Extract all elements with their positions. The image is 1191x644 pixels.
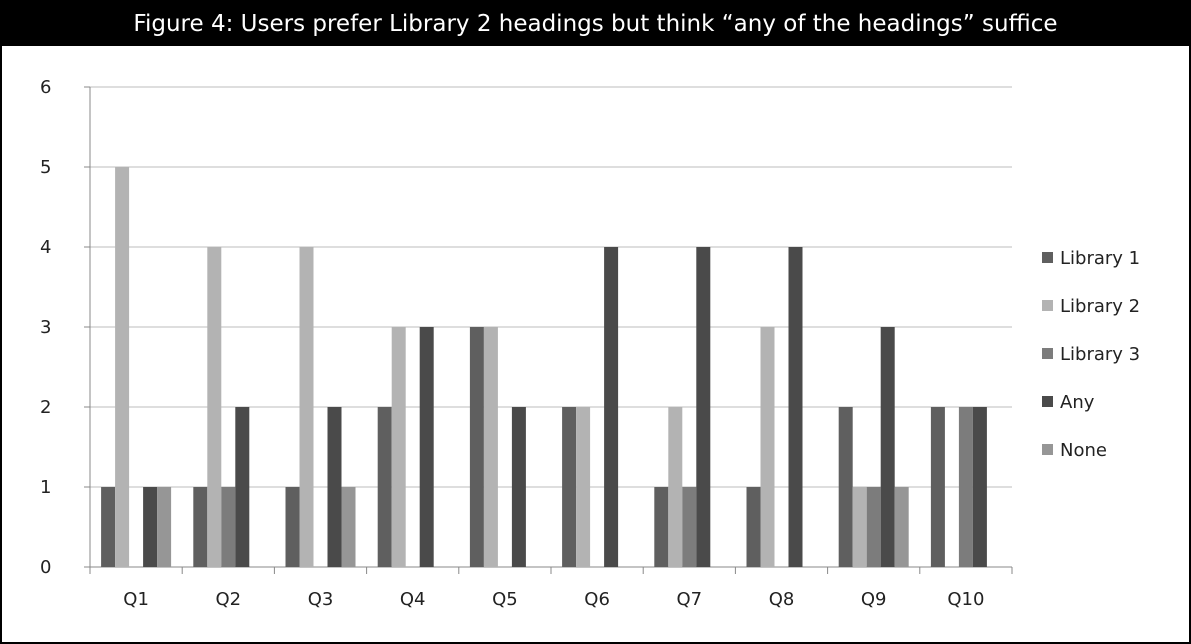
bars [101,167,987,567]
y-tick-label: 1 [40,477,51,498]
bar [746,487,761,567]
bar [576,407,591,567]
bar [894,487,909,567]
bar [930,407,945,567]
bar [958,407,973,567]
bar [604,247,619,567]
bar [193,487,208,567]
bar [469,327,484,567]
y-tick-label: 6 [40,77,51,98]
legend-swatch [1042,396,1053,407]
legend-label: Library 1 [1060,248,1140,269]
legend-swatch [1042,348,1053,359]
bar [221,487,236,567]
x-tick-label: Q2 [215,589,241,610]
bar [668,407,683,567]
bar [562,407,577,567]
legend-label: None [1060,440,1107,461]
bar [866,487,881,567]
bar [115,167,130,567]
legend-label: Any [1060,392,1095,413]
legend-swatch [1042,300,1053,311]
x-tick-label: Q3 [308,589,334,610]
bar [788,247,803,567]
bar [207,247,222,567]
bar [972,407,987,567]
legend-swatch [1042,252,1053,263]
gridlines [90,86,1012,488]
bar [299,247,314,567]
legend-label: Library 2 [1060,296,1140,317]
legend: Library 1 Library 2 Library 3 Any None [1042,248,1140,461]
x-tick-label: Q4 [400,589,426,610]
x-tick-label: Q9 [861,589,887,610]
bar [880,327,895,567]
bar [483,327,498,567]
bar [852,487,867,567]
legend-swatch [1042,444,1053,455]
y-tick-label: 2 [40,397,51,418]
x-tick-label: Q5 [492,589,518,610]
bar [327,407,342,567]
bar [285,487,300,567]
bar [235,407,250,567]
bar [682,487,697,567]
y-tick-label: 5 [40,157,51,178]
bar [341,487,356,567]
x-tick-label: Q6 [584,589,610,610]
bar [419,327,434,567]
x-tick-label: Q10 [947,589,984,610]
bar [838,407,853,567]
x-tick-label: Q8 [769,589,795,610]
bar [696,247,711,567]
bar [654,487,669,567]
bar [511,407,526,567]
y-tick-label: 3 [40,317,51,338]
x-tick-label: Q1 [123,589,149,610]
bar [391,327,406,567]
bar [760,327,775,567]
bar [157,487,172,567]
x-tick-label: Q7 [676,589,702,610]
bar [377,407,392,567]
y-tick-label: 0 [40,557,51,578]
y-tick-label: 4 [40,237,51,258]
legend-label: Library 3 [1060,344,1140,365]
bar [143,487,158,567]
tick-labels: 0 1 2 3 4 5 6 Q1 Q2 Q3 Q4 Q5 Q6 Q7 Q8 Q9 Q10 [40,77,984,610]
bar [101,487,116,567]
chart-title: Figure 4: Users prefer Library 2 heading… [2,2,1189,46]
